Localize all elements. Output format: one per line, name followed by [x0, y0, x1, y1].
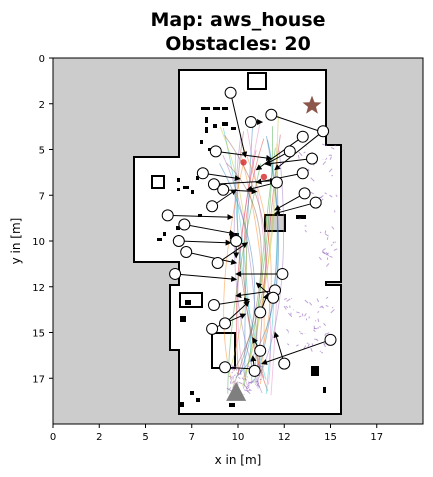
obstacle-arrow [167, 214, 234, 221]
obstacle-point [172, 235, 185, 247]
y-tick-label: 5 [39, 146, 45, 157]
x-tick-label: 2 [96, 432, 102, 443]
red-marker [240, 159, 247, 166]
obstacle-arrow [175, 273, 238, 282]
obstacle-point [161, 209, 174, 222]
obstacle-point [254, 344, 267, 357]
obstacle-point [207, 299, 220, 312]
obstacle-point [306, 152, 318, 165]
obstacle-point [219, 317, 232, 330]
obstacle-point [217, 183, 230, 196]
obstacle-arrow [235, 289, 276, 299]
x-tick-label: 0 [50, 432, 56, 443]
red-marker [260, 173, 268, 181]
y-tick-label: 2 [39, 100, 45, 111]
y-axis-label: y in [m] [9, 218, 23, 265]
obstacle-arrow [178, 239, 232, 246]
obstacle-point [324, 333, 337, 346]
obstacle-point [298, 187, 311, 200]
x-tick-label: 17 [370, 432, 383, 443]
obstacle-point [211, 256, 224, 269]
x-tick-label: 7 [189, 432, 195, 443]
obstacle-arrow [255, 136, 304, 171]
obstacle-point [178, 218, 191, 231]
obstacle-point [219, 361, 232, 374]
obstacle-point [180, 245, 193, 258]
chart-title-line-2: Obstacles: 20 [165, 33, 311, 55]
obstacle-point [265, 108, 278, 121]
obstacle-markers [161, 86, 337, 377]
obstacle-point [270, 176, 283, 189]
obstacle-point [317, 125, 330, 138]
y-axis: 0 2 5 7 10 12 15 17 [32, 54, 53, 385]
obstacle-arrow [184, 224, 236, 236]
obstacle-point [254, 306, 267, 319]
obstacle-point [278, 357, 291, 370]
obstacle-point [296, 167, 309, 180]
y-tick-label: 7 [39, 191, 45, 202]
x-tick-label: 10 [232, 432, 245, 443]
x-axis-label: x in [m] [215, 453, 262, 467]
obstacle-point [196, 167, 209, 180]
y-tick-label: 12 [32, 283, 45, 294]
red-markers [240, 159, 268, 181]
x-tick-label: 15 [324, 432, 337, 443]
obstacle-point [206, 200, 219, 213]
obstacle-arrow [230, 92, 248, 158]
y-tick-label: 0 [39, 54, 45, 65]
obstacle-point [207, 178, 220, 191]
y-tick-label: 17 [32, 374, 45, 385]
obstacle-point [209, 145, 222, 158]
obstacle-arrow [202, 172, 241, 182]
obstacle-point [244, 116, 257, 129]
obstacle-arrow [215, 150, 273, 161]
obstacle-point [283, 145, 296, 158]
x-tick-label: 12 [278, 432, 291, 443]
obstacle-point [169, 267, 182, 280]
obstacle-point [224, 86, 237, 99]
y-tick-label: 15 [32, 329, 45, 340]
obstacle-arrow [213, 177, 276, 185]
obstacle-point [248, 364, 261, 377]
x-tick-label: 5 [142, 432, 148, 443]
obstacle-point [309, 196, 322, 209]
obstacle-arrow [274, 130, 324, 171]
obstacle-point [267, 291, 280, 304]
obstacle-arrow [186, 251, 238, 265]
obstacle-arrow [264, 158, 313, 167]
chart-title-line-1: Map: aws_house [150, 9, 325, 31]
plot-area [52, 57, 424, 425]
obstacle-point [206, 322, 219, 335]
obstacle-arrow [261, 339, 331, 365]
obstacle-arrow [274, 202, 316, 216]
obstacle-arrow [271, 114, 326, 135]
obstacle-point [230, 235, 243, 247]
robot-triangle-marker [226, 381, 247, 401]
obstacle-point [276, 267, 289, 280]
x-axis: 0 2 5 7 10 12 15 17 [50, 424, 383, 443]
obstacle-point [296, 130, 309, 143]
goal-star-marker [302, 95, 322, 114]
y-tick-label: 10 [32, 237, 45, 248]
map-interior-walls [151, 72, 326, 407]
